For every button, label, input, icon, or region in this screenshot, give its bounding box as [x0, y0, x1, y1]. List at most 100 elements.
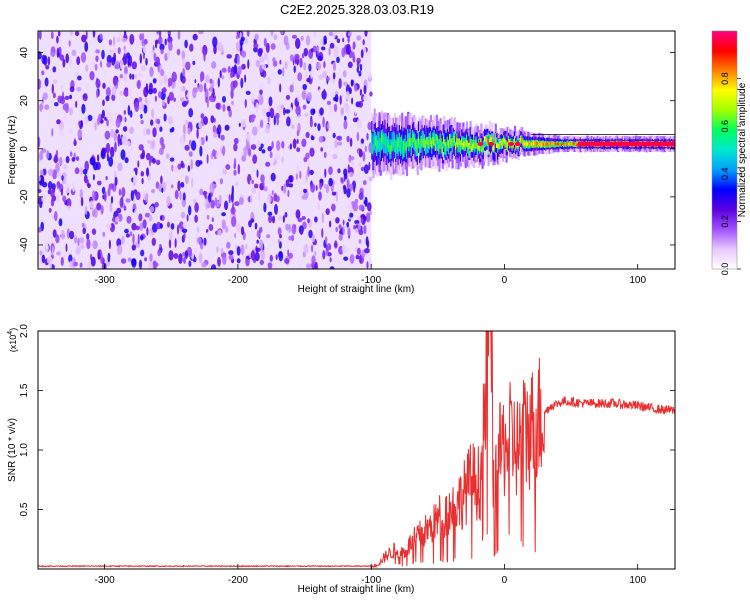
heatmap-noise-cell [118, 31, 122, 38]
heatmap-noise-cell [346, 221, 350, 228]
heatmap-noise-cell [52, 229, 57, 238]
heatmap-noise-cell [329, 42, 335, 49]
heatmap-noise-cell [332, 72, 336, 80]
heatmap-noise-cell [159, 126, 163, 132]
heatmap-signal-cell [491, 136, 494, 142]
heatmap-noise-cell [58, 156, 63, 167]
heatmap-noise-cell [173, 97, 177, 102]
heatmap-noise-cell [123, 89, 129, 97]
heatmap-noise-cell [364, 196, 368, 207]
heatmap-signal-cell [503, 137, 506, 143]
heatmap-noise-cell [342, 219, 345, 226]
heatmap-noise-cell [329, 257, 332, 263]
heatmap-signal-cell [546, 142, 549, 146]
heatmap-noise-cell [277, 69, 282, 75]
heatmap-noise-cell [81, 34, 87, 43]
heatmap-noise-cell [115, 216, 120, 222]
heatmap-noise-cell [150, 119, 154, 126]
heatmap-noise-cell [241, 50, 247, 58]
heatmap-noise-cell [46, 150, 50, 160]
heatmap-noise-cell [271, 141, 274, 150]
heatmap-noise-cell [206, 214, 210, 220]
heatmap-signal-cell [576, 143, 579, 146]
heatmap-noise-cell [277, 239, 280, 244]
heatmap-noise-cell [159, 215, 163, 221]
heatmap-noise-cell [90, 256, 96, 267]
heatmap-noise-cell [343, 115, 347, 121]
heatmap-noise-cell [334, 139, 338, 149]
heatmap-noise-cell [222, 168, 225, 175]
heatmap-noise-cell [369, 91, 373, 97]
heatmap-signal-cell [517, 144, 520, 149]
heatmap-noise-cell [111, 217, 116, 223]
heatmap-signal-cell [507, 139, 511, 144]
heatmap-noise-cell [272, 57, 276, 62]
spectrogram-x-tick-label: 100 [629, 275, 646, 286]
heatmap-signal-cell [552, 142, 555, 145]
heatmap-noise-cell [142, 192, 145, 197]
heatmap-noise-cell [174, 189, 179, 200]
heatmap-signal-cell [447, 140, 451, 148]
heatmap-noise-cell [208, 224, 214, 231]
heatmap-noise-cell [252, 154, 258, 164]
heatmap-noise-cell [295, 209, 301, 219]
heatmap-noise-cell [260, 143, 264, 149]
heatmap-noise-cell [149, 205, 155, 213]
heatmap-noise-cell [125, 233, 130, 238]
heatmap-noise-cell [267, 145, 273, 152]
heatmap-noise-cell [139, 53, 142, 64]
heatmap-noise-cell [91, 228, 97, 235]
heatmap-noise-cell [346, 43, 351, 55]
heatmap-noise-cell [102, 82, 106, 89]
heatmap-noise-cell [143, 38, 148, 45]
heatmap-signal-cell [445, 143, 448, 151]
heatmap-noise-cell [139, 102, 145, 112]
heatmap-noise-cell [84, 205, 88, 215]
heatmap-noise-cell [267, 262, 273, 269]
heatmap-noise-cell [109, 117, 115, 128]
heatmap-noise-cell [318, 74, 323, 80]
heatmap-noise-cell [358, 162, 363, 167]
heatmap-noise-cell [198, 137, 202, 148]
heatmap-noise-cell [96, 202, 102, 211]
heatmap-noise-cell [268, 96, 273, 107]
heatmap-noise-cell [210, 264, 217, 269]
heatmap-noise-cell [233, 137, 239, 145]
heatmap-noise-cell [305, 171, 308, 182]
heatmap-noise-cell [188, 205, 192, 216]
heatmap-noise-cell [113, 36, 116, 47]
heatmap-noise-cell [158, 91, 162, 99]
heatmap-noise-cell [331, 91, 335, 99]
heatmap-noise-cell [240, 244, 245, 256]
heatmap-noise-cell [56, 172, 62, 178]
heatmap-noise-cell [128, 55, 133, 66]
heatmap-signal-cell [476, 143, 479, 149]
heatmap-noise-cell [335, 217, 340, 224]
heatmap-noise-cell [314, 122, 317, 128]
heatmap-noise-cell [121, 235, 125, 245]
heatmap-signal-cell [531, 142, 535, 146]
heatmap-noise-cell [179, 97, 185, 102]
heatmap-noise-cell [79, 237, 85, 244]
heatmap-noise-cell [354, 84, 358, 92]
heatmap-noise-cell [320, 46, 326, 51]
heatmap-noise-cell [328, 46, 331, 56]
heatmap-signal-peak [514, 141, 521, 146]
heatmap-noise-cell [154, 201, 159, 208]
heatmap-signal-cell [410, 138, 413, 147]
heatmap-noise-cell [146, 128, 151, 135]
heatmap-noise-cell [138, 74, 142, 80]
heatmap-noise-cell [314, 261, 318, 269]
heatmap-noise-cell [360, 166, 365, 172]
heatmap-noise-cell [156, 118, 161, 125]
heatmap-noise-cell [236, 258, 241, 264]
heatmap-noise-cell [171, 184, 174, 189]
heatmap-noise-cell [141, 37, 144, 47]
snr-y-tick-label: 0.5 [19, 502, 30, 516]
heatmap-noise-cell [368, 176, 373, 182]
heatmap-noise-cell [298, 190, 303, 196]
heatmap-noise-cell [187, 165, 191, 172]
heatmap-signal-cell [504, 139, 507, 144]
heatmap-noise-cell [289, 54, 294, 62]
heatmap-noise-cell [238, 122, 241, 127]
